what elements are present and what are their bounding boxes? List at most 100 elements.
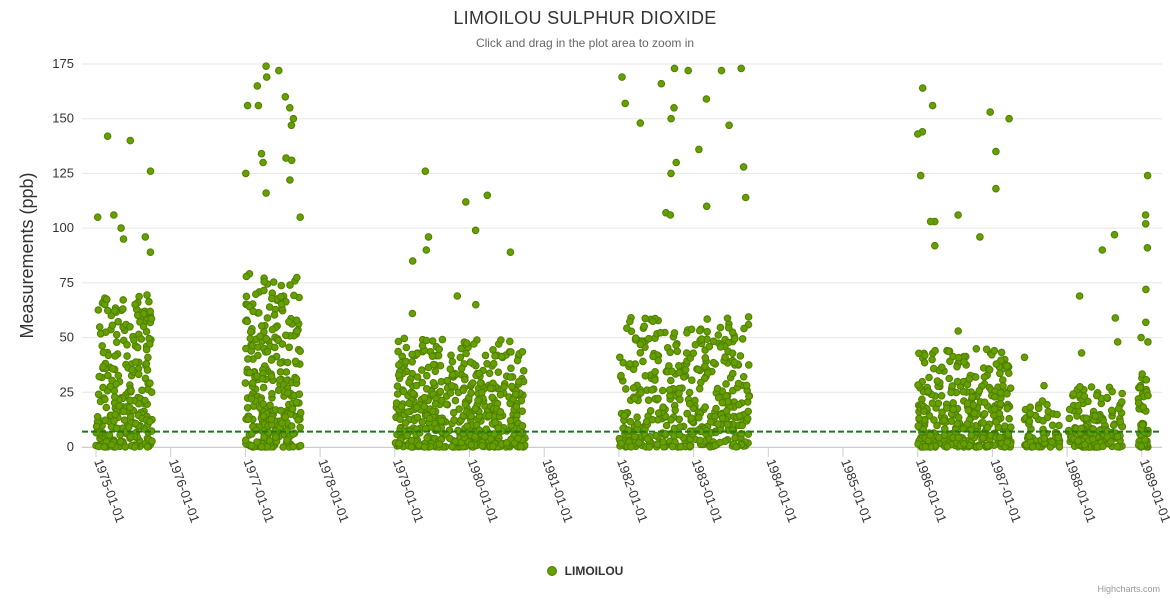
data-point[interactable]: [287, 422, 296, 430]
data-point[interactable]: [930, 416, 938, 424]
data-point[interactable]: [1006, 384, 1015, 393]
data-point[interactable]: [485, 411, 493, 420]
data-point[interactable]: [648, 386, 656, 394]
data-point[interactable]: [257, 149, 266, 158]
data-point[interactable]: [262, 62, 270, 70]
data-point[interactable]: [1040, 434, 1049, 443]
data-point[interactable]: [293, 327, 302, 336]
data-point[interactable]: [397, 402, 406, 411]
data-point[interactable]: [644, 396, 653, 405]
data-point[interactable]: [721, 353, 729, 361]
data-point[interactable]: [283, 358, 292, 367]
data-point[interactable]: [246, 327, 255, 336]
data-point[interactable]: [636, 340, 645, 349]
data-point[interactable]: [992, 147, 1000, 156]
data-point[interactable]: [258, 322, 266, 330]
data-point[interactable]: [954, 353, 963, 362]
data-point[interactable]: [1076, 383, 1084, 391]
data-point[interactable]: [393, 390, 402, 398]
data-point[interactable]: [737, 64, 746, 73]
data-point[interactable]: [286, 281, 294, 289]
data-point[interactable]: [702, 95, 711, 103]
data-point[interactable]: [401, 419, 410, 427]
data-point[interactable]: [689, 349, 698, 358]
data-point[interactable]: [108, 365, 117, 373]
data-point[interactable]: [254, 351, 262, 360]
data-point[interactable]: [99, 348, 108, 357]
data-point[interactable]: [450, 416, 458, 424]
data-point[interactable]: [1074, 437, 1082, 445]
data-point[interactable]: [146, 379, 154, 388]
data-point[interactable]: [1065, 405, 1074, 414]
data-point[interactable]: [1113, 442, 1121, 451]
data-point[interactable]: [684, 66, 693, 75]
series-limoilou[interactable]: [92, 62, 1152, 451]
data-point[interactable]: [394, 347, 402, 356]
data-point[interactable]: [126, 433, 135, 441]
data-point[interactable]: [404, 408, 412, 416]
data-point[interactable]: [111, 352, 119, 360]
data-point[interactable]: [695, 145, 703, 154]
data-point[interactable]: [1141, 211, 1150, 219]
data-point[interactable]: [668, 442, 677, 451]
data-point[interactable]: [997, 348, 1006, 357]
data-point[interactable]: [916, 171, 925, 180]
data-point[interactable]: [148, 437, 156, 445]
data-point[interactable]: [688, 376, 696, 385]
data-point[interactable]: [964, 406, 973, 415]
data-point[interactable]: [931, 346, 939, 355]
data-point[interactable]: [947, 388, 955, 397]
data-point[interactable]: [286, 176, 294, 184]
data-point[interactable]: [243, 404, 252, 412]
data-point[interactable]: [507, 348, 515, 356]
data-point[interactable]: [1118, 398, 1126, 406]
data-point[interactable]: [491, 418, 499, 426]
data-point[interactable]: [654, 356, 663, 365]
data-point[interactable]: [95, 372, 103, 381]
data-point[interactable]: [687, 325, 696, 334]
data-point[interactable]: [285, 343, 294, 352]
data-point[interactable]: [514, 434, 522, 443]
data-point[interactable]: [972, 345, 981, 353]
data-point[interactable]: [938, 363, 946, 372]
data-point[interactable]: [945, 374, 954, 383]
data-point[interactable]: [929, 364, 938, 373]
data-point[interactable]: [1113, 432, 1122, 441]
data-point[interactable]: [675, 368, 683, 377]
data-point[interactable]: [687, 414, 696, 423]
data-point[interactable]: [114, 317, 122, 326]
data-point[interactable]: [92, 428, 100, 437]
data-point[interactable]: [683, 409, 691, 418]
data-point[interactable]: [259, 412, 268, 421]
data-point[interactable]: [965, 375, 974, 383]
data-point[interactable]: [925, 373, 933, 382]
data-point[interactable]: [703, 315, 712, 323]
data-point[interactable]: [980, 398, 989, 407]
data-point[interactable]: [714, 331, 723, 339]
data-point[interactable]: [739, 373, 748, 381]
data-point[interactable]: [926, 431, 935, 440]
data-point[interactable]: [975, 386, 984, 395]
data-point[interactable]: [467, 389, 475, 397]
data-point[interactable]: [247, 395, 256, 403]
data-point[interactable]: [1040, 381, 1048, 390]
data-point[interactable]: [282, 331, 290, 340]
data-point[interactable]: [681, 366, 690, 374]
data-point[interactable]: [110, 393, 119, 401]
data-point[interactable]: [986, 108, 995, 116]
data-point[interactable]: [1136, 383, 1144, 392]
data-point[interactable]: [1143, 244, 1152, 252]
data-point[interactable]: [976, 233, 984, 241]
data-point[interactable]: [120, 416, 129, 425]
data-point[interactable]: [408, 350, 416, 359]
data-point[interactable]: [471, 226, 480, 235]
data-point[interactable]: [1111, 314, 1120, 322]
data-point[interactable]: [407, 436, 416, 445]
data-point[interactable]: [443, 376, 452, 385]
data-point[interactable]: [963, 399, 972, 408]
data-point[interactable]: [247, 441, 256, 450]
data-point[interactable]: [447, 351, 455, 360]
data-point[interactable]: [519, 367, 528, 375]
data-point[interactable]: [409, 389, 418, 398]
data-point[interactable]: [744, 407, 753, 416]
